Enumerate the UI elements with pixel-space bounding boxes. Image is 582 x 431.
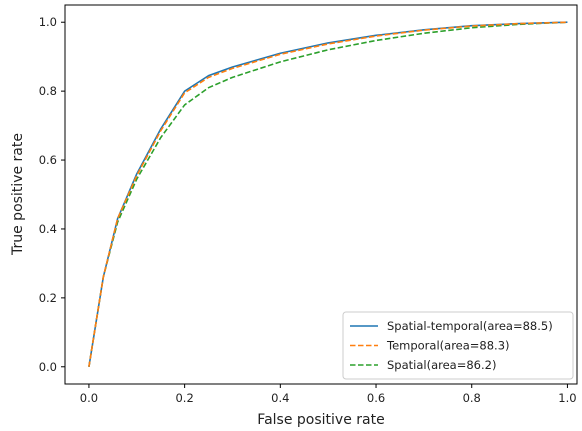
- x-axis-ticks: 0.0 0.2 0.4 0.6 0.8 1.0: [80, 384, 577, 405]
- y-tick-label: 0.8: [39, 84, 57, 98]
- series-line-1: [88, 21, 568, 367]
- x-tick-label: 0.8: [463, 391, 481, 405]
- x-tick-label: 0.0: [80, 391, 98, 405]
- x-tick-label: 1.0: [558, 391, 576, 405]
- y-tick-label: 0.0: [39, 360, 57, 374]
- x-tick-label: 0.4: [271, 391, 289, 405]
- x-tick-label: 0.6: [367, 391, 385, 405]
- legend: Spatial-temporal(area=88.5) Temporal(area…: [342, 311, 574, 380]
- y-axis-ticks: 0.0 0.2 0.4 0.6 0.8 1.0: [39, 15, 65, 374]
- series-line-2: [88, 21, 568, 367]
- legend-box: [342, 311, 574, 380]
- series-line-0: [88, 21, 568, 367]
- legend-label: Temporal(area=88.3): [386, 339, 510, 353]
- legend-label: Spatial(area=86.2): [387, 358, 496, 372]
- roc-curves: [88, 21, 568, 367]
- legend-label: Spatial-temporal(area=88.5): [387, 319, 553, 333]
- y-axis-label: True positive rate: [10, 133, 26, 256]
- x-axis-label: False positive rate: [257, 412, 384, 428]
- y-tick-label: 1.0: [39, 15, 57, 29]
- y-tick-label: 0.6: [39, 153, 57, 167]
- x-tick-label: 0.2: [175, 391, 193, 405]
- y-tick-label: 0.4: [39, 222, 57, 236]
- y-tick-label: 0.2: [39, 291, 57, 305]
